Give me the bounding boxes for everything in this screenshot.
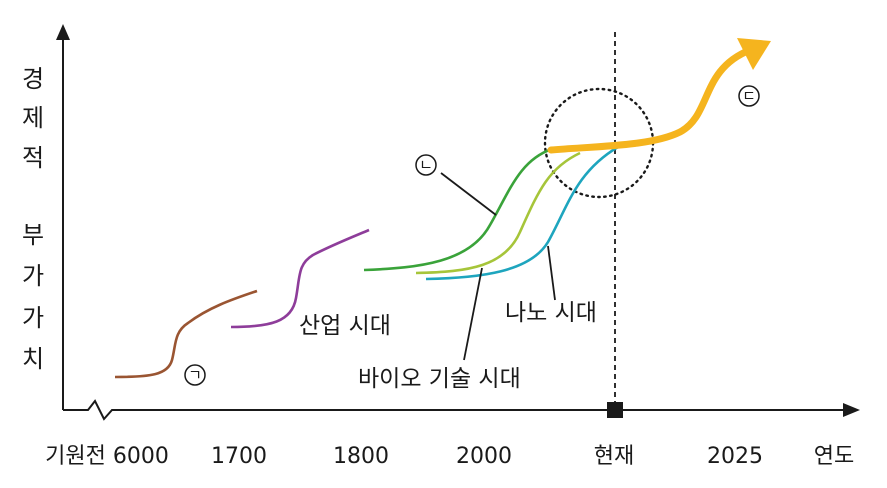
industrial-era-curve — [230, 228, 370, 329]
x-tick-label: 2025 — [707, 444, 763, 469]
x-axis-arrow-icon — [843, 403, 860, 417]
y-axis-arrow-icon — [56, 24, 70, 40]
x-tick-label: 현재 — [594, 444, 634, 469]
y-axis-char: 치 — [22, 345, 44, 373]
nano-era-label: 나노 시대 — [505, 300, 597, 326]
x-tick-label: 1800 — [333, 444, 389, 469]
y-axis-char: 가 — [22, 304, 44, 332]
x-axis-label: 연도 — [814, 444, 854, 469]
marker-b: ㄴ — [415, 154, 437, 176]
y-axis-char: 적 — [22, 144, 44, 172]
x-axis — [63, 399, 860, 421]
y-axis-label: 경 제 적 부 가 가 치 — [22, 65, 44, 373]
leader-line-biotech — [463, 267, 483, 361]
future-arrow-icon — [737, 38, 771, 70]
y-axis-char: 경 — [22, 65, 44, 93]
industrial-era-label: 산업 시대 — [299, 313, 391, 339]
biotech-era-label: 바이오 기술 시대 — [358, 366, 521, 392]
agricultural-era-curve — [114, 289, 258, 379]
info-era-curve — [363, 147, 553, 272]
x-tick-label: 1700 — [211, 444, 267, 469]
x-tick-labels: 기원전 6000 1700 1800 2000 현재 2025 — [45, 444, 763, 469]
y-axis-char: 제 — [22, 104, 44, 132]
svg-text:ㄴ: ㄴ — [419, 156, 433, 174]
marker-a: ㄱ — [184, 364, 206, 386]
svg-text:ㄱ: ㄱ — [188, 366, 202, 384]
biotech-era-curve — [415, 151, 581, 275]
leader-line-nano — [547, 245, 556, 301]
y-axis — [56, 24, 70, 410]
y-axis-char: 가 — [22, 262, 44, 290]
nano-era-curve — [425, 145, 619, 281]
svg-text:ㄷ: ㄷ — [742, 87, 756, 105]
y-axis-char: 부 — [22, 221, 44, 249]
leader-line-b — [440, 172, 497, 216]
present-marker-icon — [607, 402, 623, 418]
future-curve — [547, 46, 754, 154]
x-tick-label: 2000 — [456, 444, 512, 469]
marker-c: ㄷ — [738, 85, 760, 107]
x-tick-label: 기원전 6000 — [45, 444, 169, 469]
